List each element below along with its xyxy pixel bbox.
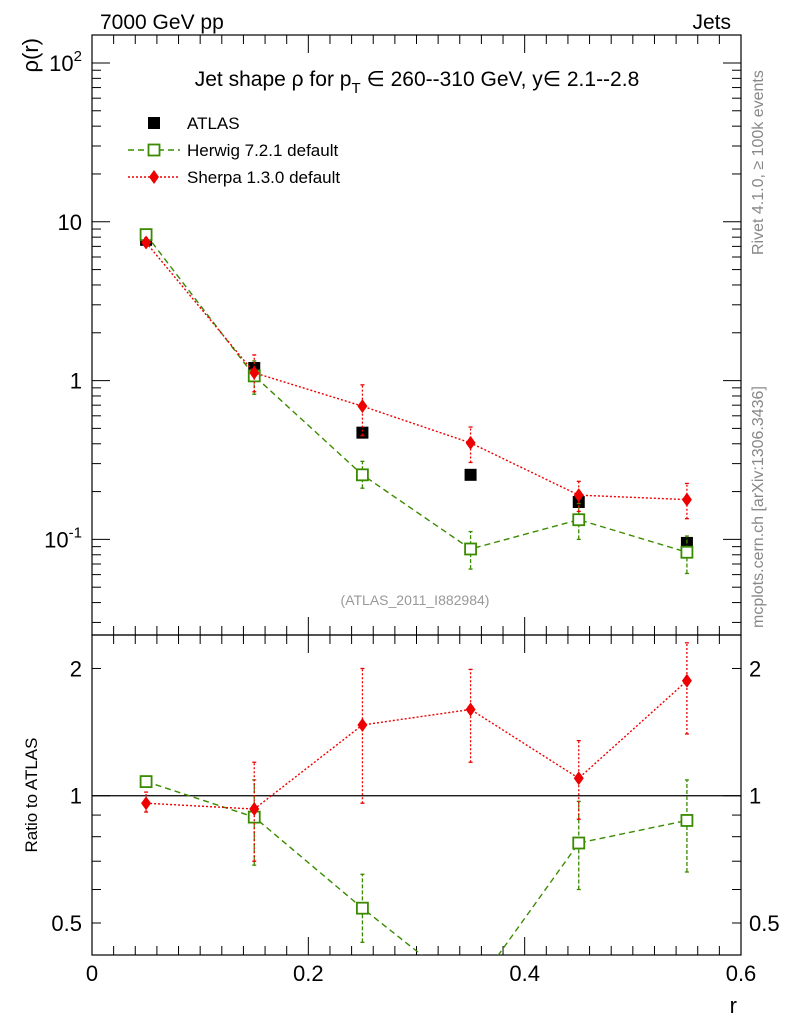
ratio-sherpa-1-3-0-default-point xyxy=(465,702,476,717)
mcplots-label: mcplots.cern.ch [arXiv:1306.3436] xyxy=(750,386,767,628)
main-sherpa-1-3-0-default-point xyxy=(465,435,476,450)
y-tick-label-left: 0.5 xyxy=(51,911,82,936)
ratio-sherpa-1-3-0-default-point xyxy=(357,717,368,732)
ratio-herwig-7-2-1-default-point xyxy=(356,901,369,915)
y-tick-label: 10-1 xyxy=(44,524,82,552)
main-sherpa-1-3-0-default-point xyxy=(573,488,584,503)
ratio-sherpa-1-3-0-default-point xyxy=(249,802,260,817)
main-plot-area xyxy=(139,228,694,575)
ratio-panel: 0.5 0.5 1 1 2 2 0 0.2 0.4 0.6 r Ratio to ATLAS xyxy=(22,634,780,1018)
y-tick-label-right: 2 xyxy=(749,656,761,681)
main-sherpa-1-3-0-default-point xyxy=(249,365,260,380)
legend-herwig-7-2-1-default-marker xyxy=(147,143,161,157)
legend-atlas-label: ATLAS xyxy=(187,114,240,133)
legend-sherpa-1-3-0-default-label: Sherpa 1.3.0 default xyxy=(187,168,340,187)
main-herwig-7-2-1-default-line xyxy=(145,234,688,553)
ratio-herwig-7-2-1-default-point xyxy=(680,814,694,827)
main-herwig-7-2-1-default-point xyxy=(464,542,477,556)
main-herwig-7-2-1-default-point xyxy=(680,545,694,559)
ratio-frame xyxy=(91,634,742,956)
main-sherpa-1-3-0-default-point xyxy=(357,399,368,414)
main-atlas-point xyxy=(356,426,369,439)
x-tick-label: 0 xyxy=(86,961,98,986)
header-right: Jets xyxy=(692,11,731,34)
y-axis-label: ρ(r) xyxy=(18,38,43,73)
ratio-sherpa-1-3-0-default-point xyxy=(573,771,584,786)
ratio-herwig-7-2-1-default-point xyxy=(572,836,586,850)
chart-title: Jet shape ρ for pT ∈ 260--310 GeV, y∈ 2.… xyxy=(195,68,640,97)
x-tick-label: 0.2 xyxy=(293,961,324,986)
ratio-herwig-7-2-1-default-line xyxy=(145,780,688,955)
main-sherpa-1-3-0-default-point xyxy=(681,492,692,507)
y-tick-label: 102 xyxy=(49,48,82,76)
x-axis-label: r xyxy=(730,993,737,1018)
main-herwig-7-2-1-default-point xyxy=(572,513,586,527)
x-tick-label: 0.4 xyxy=(509,961,540,986)
rivet-label: Rivet 4.1.0, ≥ 100k events xyxy=(750,70,767,255)
main-atlas-point xyxy=(464,468,477,481)
main-sherpa-1-3-0-default-point xyxy=(141,235,152,250)
ratio-axis-label: Ratio to ATLAS xyxy=(22,738,41,853)
analysis-annotation: (ATLAS_2011_I882984) xyxy=(341,592,490,608)
main-sherpa-1-3-0-default-line xyxy=(145,242,687,501)
ratio-sherpa-1-3-0-default-point xyxy=(141,796,152,811)
ratio-herwig-7-2-1-default-point xyxy=(139,775,153,789)
y-tick-label: 10 xyxy=(58,210,82,235)
ratio-sherpa-1-3-0-default-line xyxy=(146,680,688,810)
y-tick-label-left: 1 xyxy=(70,784,82,809)
main-herwig-7-2-1-default-point xyxy=(356,468,369,482)
legend-sherpa-1-3-0-default-marker xyxy=(149,170,159,184)
header-left: 7000 GeV pp xyxy=(100,11,224,34)
legend-herwig-7-2-1-default-label: Herwig 7.2.1 default xyxy=(187,141,338,160)
y-tick-label-right: 0.5 xyxy=(749,911,780,936)
y-tick-label: 1 xyxy=(70,369,82,394)
ratio-plot-area xyxy=(139,642,694,955)
x-tick-label: 0.6 xyxy=(726,961,757,986)
y-tick-label-right: 1 xyxy=(749,784,761,809)
y-tick-label-left: 2 xyxy=(70,656,82,681)
legend-atlas-marker xyxy=(148,117,160,129)
ratio-sherpa-1-3-0-default-point xyxy=(681,673,692,688)
